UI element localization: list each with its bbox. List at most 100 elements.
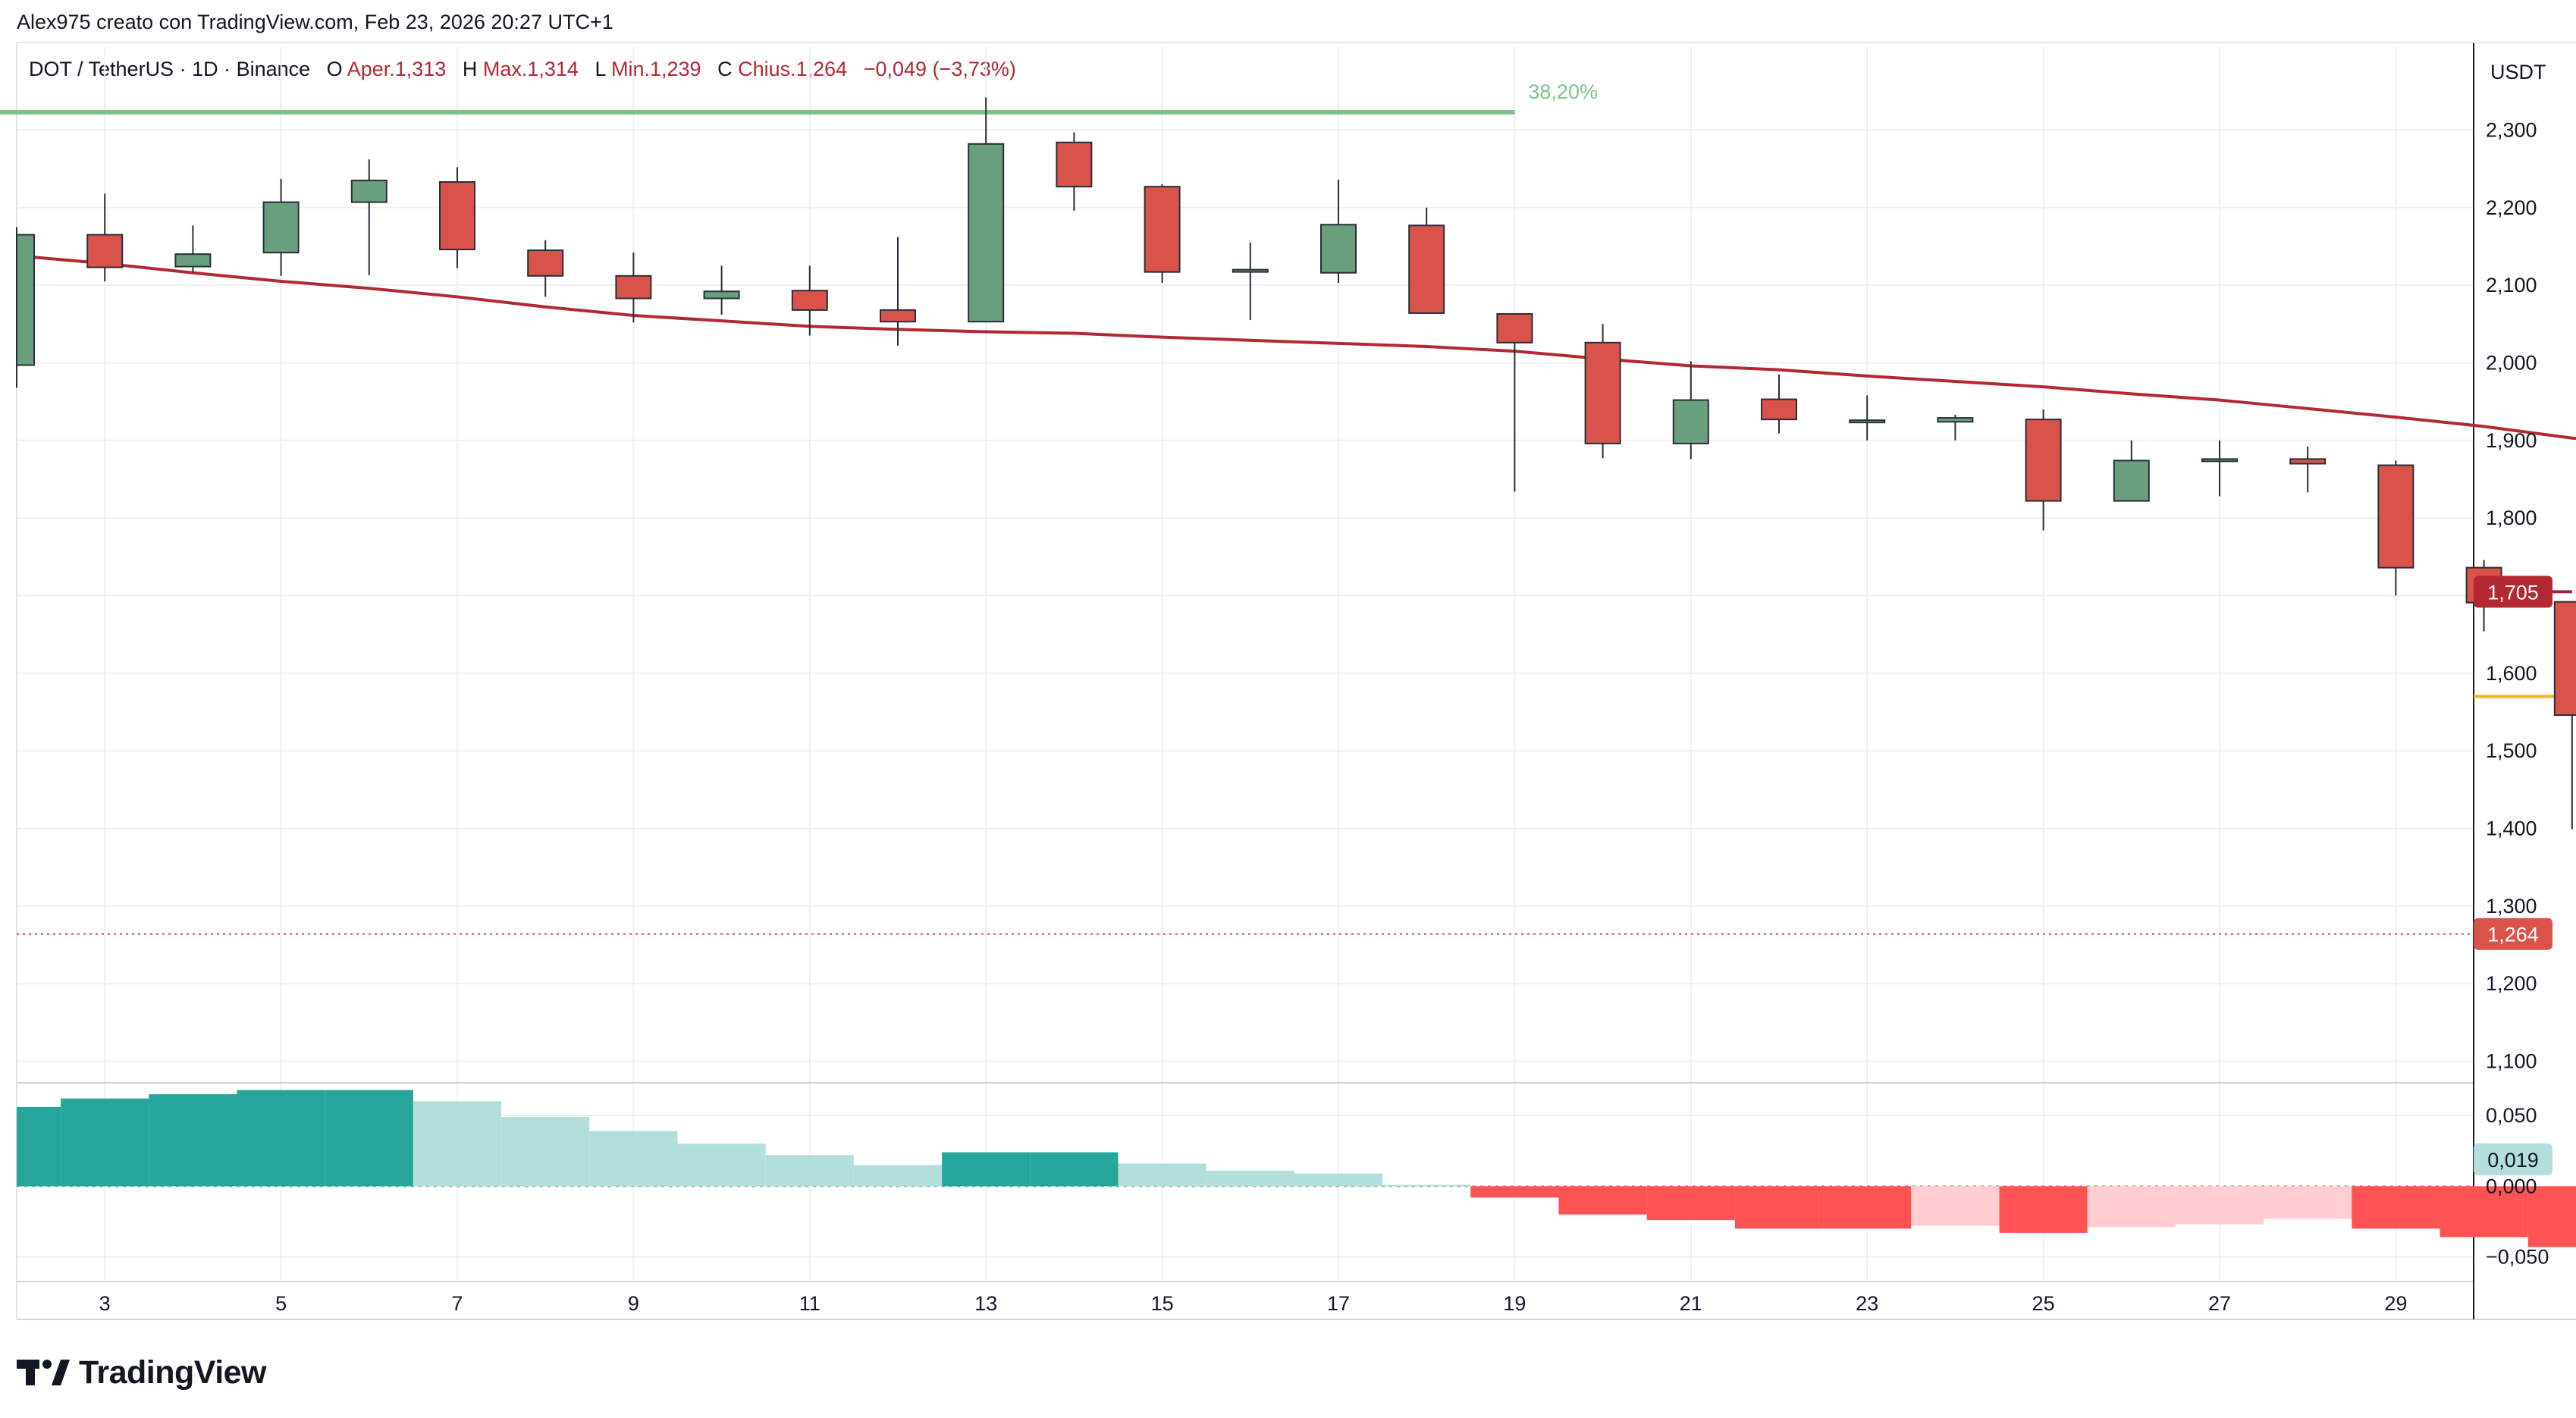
histogram-bar <box>2264 1186 2352 1219</box>
candle[interactable] <box>2553 601 2576 830</box>
histogram-bar <box>2527 1186 2576 1247</box>
legend-low-label: L <box>595 58 606 80</box>
histogram-bar <box>325 1090 413 1187</box>
candle[interactable] <box>1672 361 1709 460</box>
time-tick-label: 23 <box>1856 1292 1878 1315</box>
histogram-bar <box>413 1101 502 1187</box>
candle[interactable] <box>791 265 828 336</box>
candle[interactable] <box>2201 440 2238 497</box>
histogram-bar <box>149 1094 237 1187</box>
tradingview-logo[interactable]: TradingView <box>17 1350 267 1395</box>
candle[interactable] <box>350 159 387 275</box>
candle-body-down <box>86 234 124 268</box>
candle[interactable] <box>2025 409 2062 531</box>
time-tick-label: 19 <box>1503 1292 1526 1315</box>
candle-body-up <box>1672 399 1709 444</box>
candle-body-up <box>2201 458 2238 463</box>
candlestick-series[interactable] <box>16 97 2576 1058</box>
oscillator-tick-label: −0,050 <box>2486 1246 2549 1269</box>
candle-body-up <box>703 290 740 300</box>
candle[interactable] <box>86 193 124 281</box>
candle-body-down <box>1056 141 1093 188</box>
candle[interactable] <box>615 253 652 323</box>
candle[interactable] <box>1232 242 1269 321</box>
histogram-bar <box>1382 1184 1471 1187</box>
candle[interactable] <box>1056 132 1093 211</box>
candle[interactable] <box>2113 440 2150 502</box>
candle-body-down <box>2289 458 2327 465</box>
candle-body-up <box>16 234 35 366</box>
candle[interactable] <box>703 265 740 315</box>
time-tick-label: 15 <box>1151 1292 1174 1315</box>
candle-body-down <box>439 180 475 251</box>
histogram-bar <box>1734 1186 1824 1229</box>
candle[interactable] <box>1408 207 1445 314</box>
histogram-bar <box>1911 1186 2000 1226</box>
candle-body-down <box>1408 224 1445 314</box>
histogram-bar <box>765 1155 854 1187</box>
candle-body-down <box>1496 312 1533 344</box>
legend-open-value: Aper.1,313 <box>347 58 447 80</box>
symbol-legend: DOT / TetherUS · 1D · Binance O Aper.1,3… <box>29 58 1016 81</box>
histogram-bar <box>1999 1186 2088 1233</box>
currency-unit-button[interactable]: USDT <box>2490 61 2546 83</box>
oscillator-tick-label: 0,000 <box>2486 1175 2537 1197</box>
tradingview-logo-icon <box>17 1360 70 1385</box>
histogram-bar <box>501 1116 590 1187</box>
time-tick-label: 9 <box>628 1292 639 1315</box>
candle-body-up <box>1320 224 1357 274</box>
candle-body-down <box>1144 186 1181 273</box>
candle[interactable] <box>880 237 916 346</box>
candle-body-down <box>791 290 828 311</box>
candle[interactable] <box>16 227 35 388</box>
moving-average <box>16 254 2576 441</box>
histogram-bar <box>2175 1186 2264 1225</box>
candle[interactable] <box>1937 415 1974 441</box>
legend-symbol[interactable]: DOT / TetherUS · 1D · Binance <box>29 58 311 80</box>
histogram-bar <box>1646 1186 1735 1221</box>
histogram-bar <box>2352 1186 2440 1229</box>
candle[interactable] <box>262 178 300 276</box>
histogram-bar <box>1470 1186 1559 1198</box>
candle[interactable] <box>2377 460 2414 596</box>
histogram-bar <box>17 1106 61 1187</box>
candle[interactable] <box>2289 446 2327 493</box>
candle[interactable] <box>174 225 212 273</box>
time-tick-label: 29 <box>2384 1292 2407 1315</box>
drawn-horizontal-lines[interactable]: 38,20%5 <box>0 80 2576 935</box>
fibonacci-label: 38,20% <box>1528 80 1598 103</box>
candle[interactable] <box>968 97 1005 323</box>
legend-low-value: Min.1,239 <box>610 58 701 80</box>
candle[interactable] <box>1144 184 1181 284</box>
price-tick-label: 1,400 <box>2486 817 2537 840</box>
candle[interactable] <box>527 240 564 297</box>
candle[interactable] <box>1584 324 1621 459</box>
price-tick-label: 1,800 <box>2486 507 2537 529</box>
oscillator-value-badge-text: 0,019 <box>2487 1149 2539 1172</box>
histogram-bar <box>677 1143 766 1187</box>
oscillator-axis[interactable]: −0,050 0,000 0,050 <box>2486 1104 2549 1269</box>
histogram-bar <box>589 1131 678 1187</box>
time-tick-label: 13 <box>974 1292 997 1315</box>
histogram-bar <box>1558 1186 1647 1215</box>
price-tick-label: 2,200 <box>2486 196 2537 219</box>
candle[interactable] <box>1320 179 1357 284</box>
oscillator-tick-label: 0,050 <box>2486 1104 2537 1127</box>
candle[interactable] <box>1849 395 1886 441</box>
oscillator-histogram[interactable] <box>17 1090 2576 1263</box>
histogram-bar <box>1118 1163 1206 1187</box>
candle-body-up <box>1849 419 1886 424</box>
candle[interactable] <box>1761 374 1797 434</box>
candle[interactable] <box>1496 312 1533 492</box>
last-price-badge <box>2474 918 2552 950</box>
legend-open-label: O <box>326 58 343 80</box>
candle-body-down <box>2553 601 2576 717</box>
time-axis[interactable]: 357911131517192123252729Feb3579111315171… <box>99 1292 2576 1315</box>
price-tick-label: 1,500 <box>2486 739 2537 762</box>
candle[interactable] <box>439 167 475 268</box>
oscillator-value-badge <box>2474 1143 2552 1175</box>
candle-body-up <box>2113 460 2150 502</box>
legend-high-value: Max.1,314 <box>482 58 579 80</box>
histogram-bar <box>2087 1186 2176 1228</box>
